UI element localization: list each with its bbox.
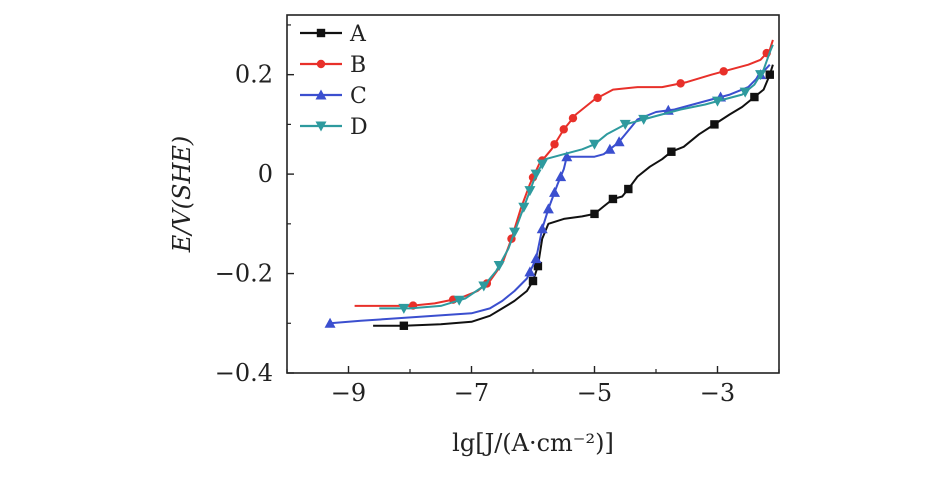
data-point <box>542 203 554 214</box>
data-point <box>676 79 685 88</box>
data-point <box>561 151 573 162</box>
legend-marker <box>316 59 326 69</box>
legend-item: C <box>300 84 367 109</box>
data-point <box>524 266 536 277</box>
y-tick-label: −0.4 <box>215 359 273 387</box>
y-tick-label: 0.2 <box>235 61 273 89</box>
data-point <box>528 276 538 286</box>
data-point <box>530 253 542 264</box>
legend-label: C <box>350 84 367 109</box>
data-point <box>765 70 774 79</box>
data-point <box>533 261 543 271</box>
y-tick-label: 0 <box>258 160 273 188</box>
series-b <box>354 39 774 310</box>
data-point <box>619 119 631 130</box>
data-point <box>524 186 536 197</box>
data-point <box>613 136 625 147</box>
legend-label: D <box>350 115 368 140</box>
series-a <box>373 64 774 330</box>
data-point <box>559 125 568 134</box>
y-axis-title: E/V(SHE) <box>168 136 196 254</box>
data-point <box>398 303 410 314</box>
data-point <box>555 171 567 182</box>
data-point <box>712 96 723 107</box>
data-point <box>608 194 618 204</box>
data-point <box>399 321 409 330</box>
x-tick-label: −3 <box>700 379 735 407</box>
data-point <box>324 317 336 328</box>
data-point <box>710 120 719 129</box>
data-point <box>518 202 530 213</box>
series-c <box>324 64 771 328</box>
data-point <box>593 93 602 103</box>
x-tick-label: −7 <box>454 379 489 407</box>
legend-label: B <box>350 53 366 78</box>
data-point <box>568 113 578 123</box>
series-layer <box>324 39 774 330</box>
data-point <box>604 143 616 154</box>
data-point <box>755 70 767 81</box>
data-point <box>638 114 650 125</box>
data-point <box>667 147 676 156</box>
legend-marker <box>315 89 327 100</box>
data-point <box>453 295 465 306</box>
legend-item: D <box>300 115 368 140</box>
data-point <box>536 159 548 170</box>
data-point <box>536 223 548 234</box>
data-point <box>493 260 505 271</box>
x-axis-title: lg[J/(A·cm⁻²)] <box>452 429 614 457</box>
data-point <box>624 184 633 194</box>
data-point <box>739 87 751 98</box>
legend-item: A <box>300 22 367 47</box>
data-point <box>589 139 600 150</box>
data-point <box>509 227 521 238</box>
y-tick-label: −0.2 <box>215 260 273 288</box>
data-point <box>478 281 490 292</box>
legend-marker <box>315 121 327 132</box>
series-line <box>379 44 774 310</box>
series-line <box>354 39 774 307</box>
data-point <box>550 140 559 149</box>
series-line <box>373 64 774 327</box>
data-point <box>549 186 561 197</box>
data-point <box>719 67 728 76</box>
legend-item: B <box>300 53 366 78</box>
data-point <box>750 92 759 102</box>
x-tick-label: −5 <box>577 379 612 407</box>
data-point <box>530 169 542 180</box>
data-point <box>590 209 599 219</box>
legend-label: A <box>349 22 367 47</box>
legend-marker <box>316 28 326 38</box>
series-d <box>379 44 774 314</box>
series-line <box>329 64 771 325</box>
x-tick-label: −9 <box>331 379 366 407</box>
axis-ticks: −9 −7 −5 −3 −0.4 −0.2 0 0.2 <box>215 24 780 407</box>
